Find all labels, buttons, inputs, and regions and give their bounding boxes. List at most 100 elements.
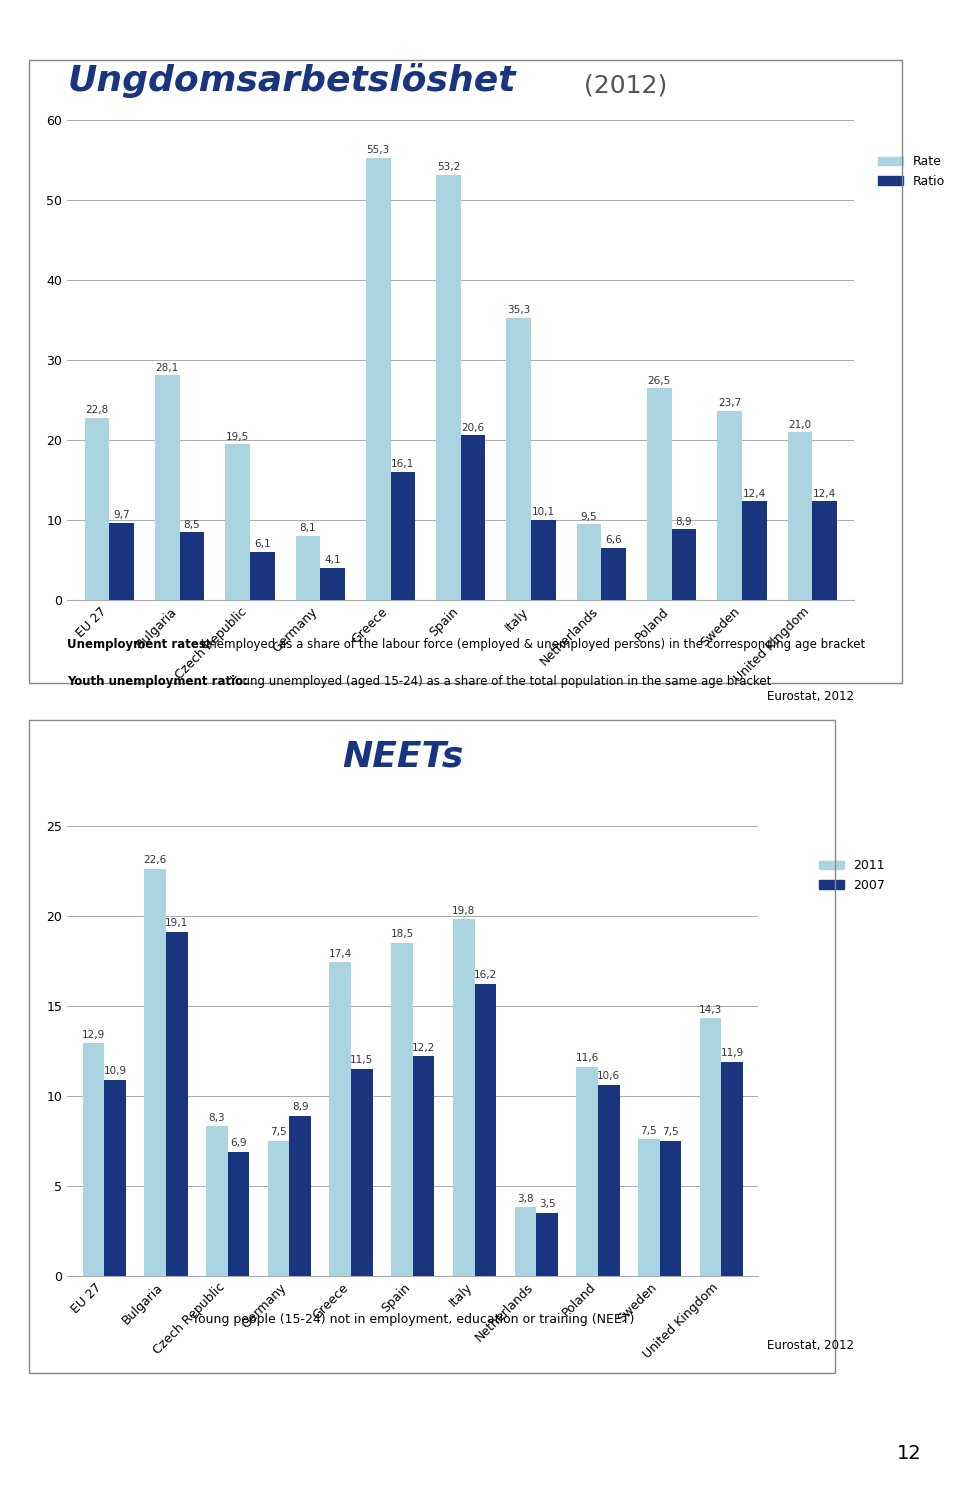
Text: 8,9: 8,9 — [676, 516, 692, 527]
Bar — [453, 919, 474, 1276]
Bar — [268, 1141, 289, 1276]
Bar — [180, 533, 204, 600]
Bar — [83, 1043, 105, 1276]
Text: 16,2: 16,2 — [473, 971, 497, 980]
Text: 10,6: 10,6 — [597, 1072, 620, 1081]
Text: 3,8: 3,8 — [517, 1193, 534, 1204]
Legend: Rate, Ratio: Rate, Ratio — [874, 150, 950, 192]
Text: Eurostat, 2012: Eurostat, 2012 — [767, 1339, 854, 1352]
Bar — [228, 1151, 250, 1276]
Text: 3,5: 3,5 — [539, 1199, 555, 1210]
Bar — [351, 1069, 372, 1276]
Text: 12,2: 12,2 — [412, 1043, 435, 1052]
Bar — [531, 519, 556, 600]
Bar — [413, 1057, 434, 1276]
Bar — [601, 548, 626, 600]
Text: 12,4: 12,4 — [743, 489, 766, 498]
Text: 53,2: 53,2 — [437, 162, 460, 173]
Text: Young people (15-24) not in employment, education or training (NEET): Young people (15-24) not in employment, … — [192, 1313, 635, 1327]
Text: 11,6: 11,6 — [575, 1054, 599, 1063]
Text: 7,5: 7,5 — [662, 1127, 679, 1138]
Bar — [109, 522, 134, 600]
Bar — [812, 501, 837, 600]
Bar — [144, 869, 166, 1276]
Bar — [660, 1141, 682, 1276]
Text: 19,5: 19,5 — [226, 432, 250, 441]
Text: 19,8: 19,8 — [452, 905, 475, 916]
Text: 10,1: 10,1 — [532, 507, 555, 518]
Bar — [321, 567, 345, 600]
Text: 14,3: 14,3 — [699, 1004, 722, 1015]
Text: Eurostat, 2012: Eurostat, 2012 — [767, 690, 854, 704]
Text: 11,5: 11,5 — [350, 1055, 373, 1066]
Text: 8,5: 8,5 — [183, 519, 201, 530]
Bar — [598, 1085, 619, 1276]
Text: NEETs: NEETs — [343, 738, 464, 773]
Bar — [787, 432, 812, 600]
Legend: 2011, 2007: 2011, 2007 — [813, 854, 890, 896]
Bar — [638, 1139, 660, 1276]
Text: 28,1: 28,1 — [156, 363, 179, 374]
Bar — [366, 158, 391, 600]
Text: 8,1: 8,1 — [300, 524, 316, 533]
Text: 20,6: 20,6 — [462, 423, 485, 434]
Bar — [289, 1115, 311, 1276]
Text: 55,3: 55,3 — [367, 146, 390, 155]
Bar — [507, 318, 531, 600]
Text: 6,1: 6,1 — [254, 539, 271, 549]
Text: 23,7: 23,7 — [718, 398, 741, 408]
Text: 9,5: 9,5 — [581, 512, 597, 522]
Bar — [436, 174, 461, 600]
Bar — [700, 1018, 721, 1276]
Bar — [461, 435, 486, 600]
Text: 35,3: 35,3 — [507, 305, 531, 315]
Text: 8,9: 8,9 — [292, 1102, 308, 1112]
Text: 4,1: 4,1 — [324, 555, 341, 566]
Bar — [717, 411, 742, 600]
Text: 12: 12 — [897, 1444, 922, 1463]
Text: 9,7: 9,7 — [113, 510, 130, 521]
Bar — [391, 471, 415, 600]
Bar — [647, 389, 672, 600]
Text: 26,5: 26,5 — [648, 375, 671, 386]
Bar — [105, 1079, 126, 1276]
Text: (2012): (2012) — [576, 74, 667, 98]
Text: 7,5: 7,5 — [640, 1126, 658, 1136]
Text: 12,9: 12,9 — [82, 1030, 105, 1040]
Text: Young unemployed (aged 15-24) as a share of the total population in the same age: Young unemployed (aged 15-24) as a share… — [226, 675, 771, 689]
Bar — [250, 551, 275, 600]
Text: 16,1: 16,1 — [391, 459, 415, 470]
Text: 6,6: 6,6 — [606, 536, 622, 545]
Text: 21,0: 21,0 — [788, 420, 811, 429]
Bar — [515, 1207, 537, 1276]
Bar — [721, 1061, 743, 1276]
Bar — [226, 444, 250, 600]
Bar — [392, 943, 413, 1276]
Bar — [576, 1067, 598, 1276]
Bar — [296, 536, 321, 600]
Bar — [156, 375, 180, 600]
Text: 22,8: 22,8 — [85, 405, 108, 416]
Bar — [329, 962, 351, 1276]
Text: 8,3: 8,3 — [208, 1112, 226, 1123]
Text: 17,4: 17,4 — [328, 949, 352, 959]
Text: 11,9: 11,9 — [721, 1048, 744, 1058]
Text: 22,6: 22,6 — [143, 856, 167, 865]
Text: 6,9: 6,9 — [230, 1138, 247, 1148]
Text: Youth unemployment ratio:: Youth unemployment ratio: — [67, 675, 249, 689]
Bar — [537, 1213, 558, 1276]
Text: Unemployment rates:: Unemployment rates: — [67, 638, 211, 651]
Bar — [166, 932, 187, 1276]
Text: 7,5: 7,5 — [271, 1127, 287, 1138]
Text: 12,4: 12,4 — [813, 489, 836, 498]
Bar — [672, 530, 696, 600]
Text: 10,9: 10,9 — [104, 1066, 127, 1076]
Text: Ungdomsarbetslöshet: Ungdomsarbetslöshet — [67, 63, 516, 98]
Text: Unemployed as a share of the labour force (employed & unemployed persons) in the: Unemployed as a share of the labour forc… — [197, 638, 865, 651]
Text: 19,1: 19,1 — [165, 919, 188, 928]
Text: 18,5: 18,5 — [391, 929, 414, 940]
Bar — [206, 1126, 228, 1276]
Bar — [742, 501, 766, 600]
Bar — [84, 417, 109, 600]
Bar — [474, 985, 496, 1276]
